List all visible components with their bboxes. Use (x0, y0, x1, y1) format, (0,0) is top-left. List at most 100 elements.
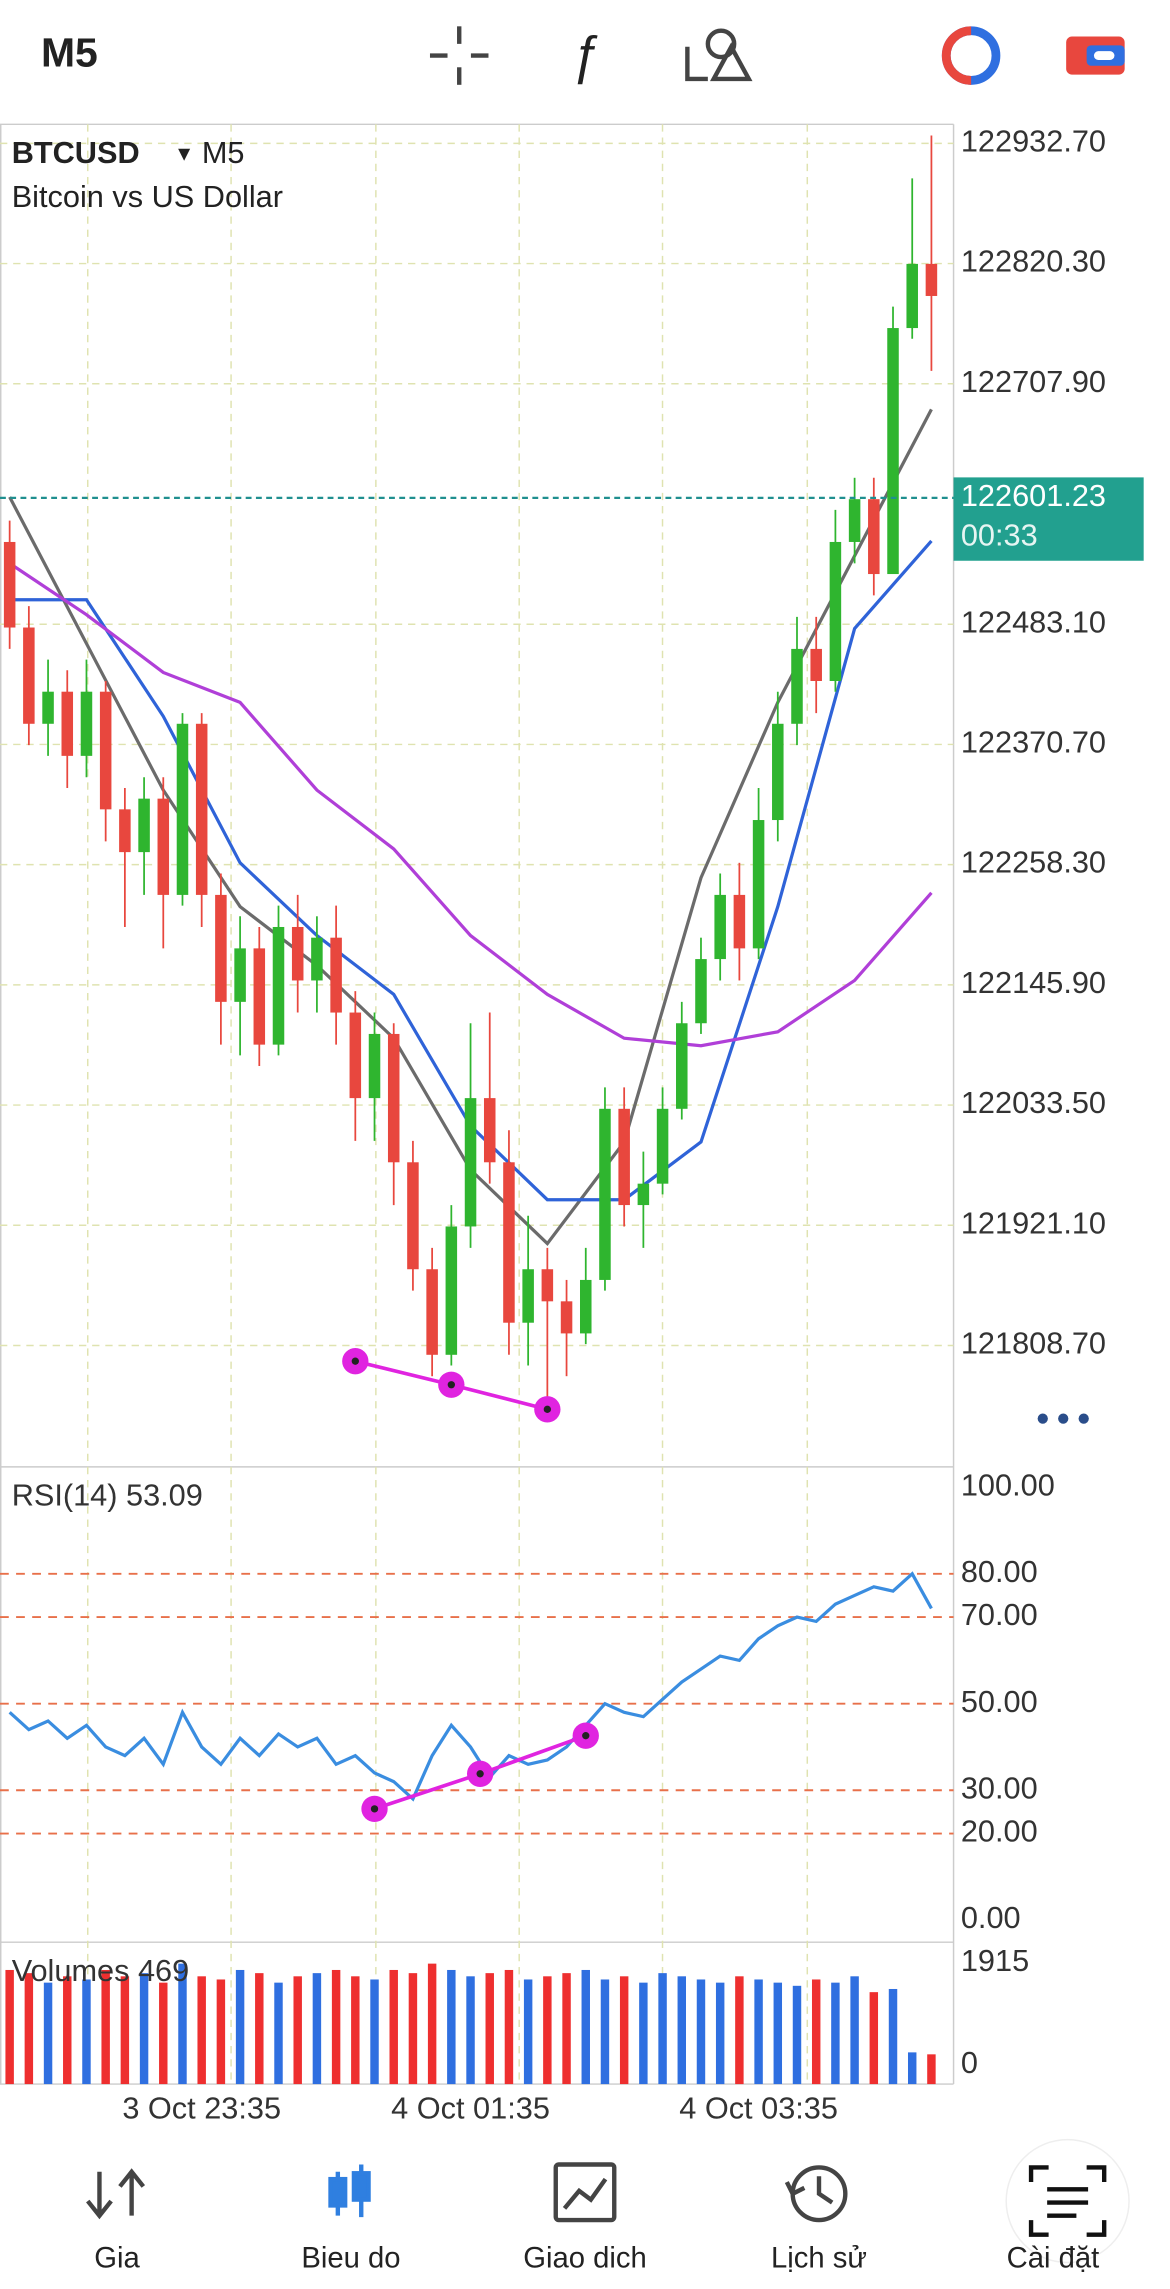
candle-body (3, 541, 16, 628)
indicator-title: Volumes 469 (12, 1953, 190, 1988)
candle-body (676, 1023, 688, 1109)
volume-bar (850, 1976, 859, 2085)
x-tick-label: 3 Oct 23:35 (122, 2090, 281, 2125)
nav-label[interactable]: Gia (94, 2242, 140, 2274)
indicators-button[interactable]: ƒ (570, 25, 599, 84)
x-tick-label: 4 Oct 01:35 (391, 2090, 550, 2125)
y-tick-label: 121808.70 (961, 1326, 1106, 1361)
candle-body (752, 820, 765, 949)
current-price-label: 122601.23 (961, 478, 1106, 513)
candle-body (138, 798, 150, 853)
candle-body (810, 648, 822, 681)
volume-bar (735, 1976, 744, 2085)
trade-button[interactable] (941, 26, 1001, 85)
candle-body (253, 948, 266, 1045)
symbol-dropdown[interactable]: ▼ (174, 142, 194, 165)
nav-label[interactable]: Giao dich (523, 2242, 647, 2274)
candle-body (311, 937, 323, 981)
volume-bar (888, 1988, 898, 2085)
candle-body (503, 1162, 515, 1323)
volume-bar (581, 1969, 590, 2085)
volume-bar (255, 1973, 264, 2085)
candle-body (868, 499, 880, 575)
candle-body (234, 948, 246, 1002)
volume-bar (351, 1976, 360, 2085)
candle-body (291, 926, 304, 981)
nav-label[interactable]: Cài đặt (1007, 2242, 1100, 2274)
account-button[interactable] (1066, 36, 1125, 75)
crosshair-button[interactable] (429, 26, 489, 85)
countdown-label: 00:33 (961, 517, 1038, 552)
candle-body (733, 894, 746, 949)
volume-bar (504, 1969, 514, 2085)
volume-bar (869, 1992, 879, 2085)
y-tick-label: 122145.90 (961, 965, 1106, 1000)
candle-body (464, 1098, 477, 1227)
candle-body (272, 926, 285, 1045)
candle-body (80, 691, 93, 756)
candle-body (426, 1269, 438, 1355)
divergence-dot (543, 1405, 552, 1413)
candle-body (829, 541, 842, 681)
y-tick-label: 122483.10 (961, 604, 1106, 639)
volume-bar (466, 1976, 475, 2085)
x-tick-label: 4 Oct 03:35 (679, 2090, 838, 2125)
candle-body (695, 959, 707, 1024)
y-tick-label: 122932.70 (961, 123, 1106, 158)
y-tick-label: 122258.30 (961, 845, 1106, 880)
divergence-dot (447, 1381, 455, 1389)
symbol-description: Bitcoin vs US Dollar (12, 179, 283, 214)
volume-bar (178, 1963, 187, 2085)
volume-bar (696, 1979, 706, 2085)
y-tick-label: 122820.30 (961, 244, 1106, 279)
candle-body (599, 1108, 611, 1280)
nav-bar (0, 2144, 1170, 2289)
timeframe-button[interactable]: M5 (41, 29, 98, 75)
candle-body (99, 691, 112, 810)
volume-bar (773, 1982, 783, 2085)
indicator-title: RSI(14) 53.09 (12, 1478, 203, 1513)
nav-label[interactable]: Lịch sử (771, 2242, 867, 2274)
volume-bar (715, 1982, 725, 2085)
y-tick-label: 70.00 (961, 1597, 1038, 1632)
volume-bar (139, 1973, 149, 2085)
volume-bar (63, 1976, 72, 2085)
y-tick-label: 20.00 (961, 1814, 1038, 1849)
rsi-line (8, 1571, 933, 1802)
candle-body (42, 691, 54, 724)
candle-body (714, 894, 726, 960)
volume-bar (5, 1969, 14, 2085)
symbol[interactable]: BTCUSD (12, 135, 140, 170)
volume-bar (523, 1979, 533, 2085)
objects-button[interactable] (685, 28, 753, 82)
y-tick-label: 122033.50 (961, 1085, 1106, 1120)
volume-bar (447, 1969, 456, 2085)
candle-body (330, 937, 342, 1013)
volume-bar (389, 1969, 398, 2085)
volume-bar (543, 1976, 552, 2085)
more-button[interactable] (1037, 1413, 1089, 1424)
candle-body (61, 691, 74, 756)
volume-bar (159, 1982, 168, 2085)
y-tick-label: 30.00 (961, 1770, 1038, 1805)
volume-bar (677, 1976, 687, 2085)
volume-bar (831, 1982, 840, 2085)
candle-body (541, 1269, 554, 1302)
candle-body (23, 627, 35, 724)
candle-body (176, 723, 189, 895)
volume-bar (120, 1976, 130, 2085)
candle-body (195, 723, 208, 895)
y-tick-label: 1915 (961, 1943, 1029, 1978)
volume-bar (639, 1982, 648, 2085)
candle-body (772, 723, 784, 821)
candle-body (157, 798, 170, 895)
volume-bar (907, 2052, 917, 2085)
volume-bar (658, 1973, 667, 2085)
nav-label[interactable]: Bieu do (301, 2242, 400, 2274)
volume-bar (408, 1973, 418, 2085)
volume-bar (600, 1979, 610, 2085)
y-tick-label: 122707.90 (961, 364, 1106, 399)
divergence-dot (370, 1805, 379, 1813)
current-price-badge (953, 477, 1144, 561)
